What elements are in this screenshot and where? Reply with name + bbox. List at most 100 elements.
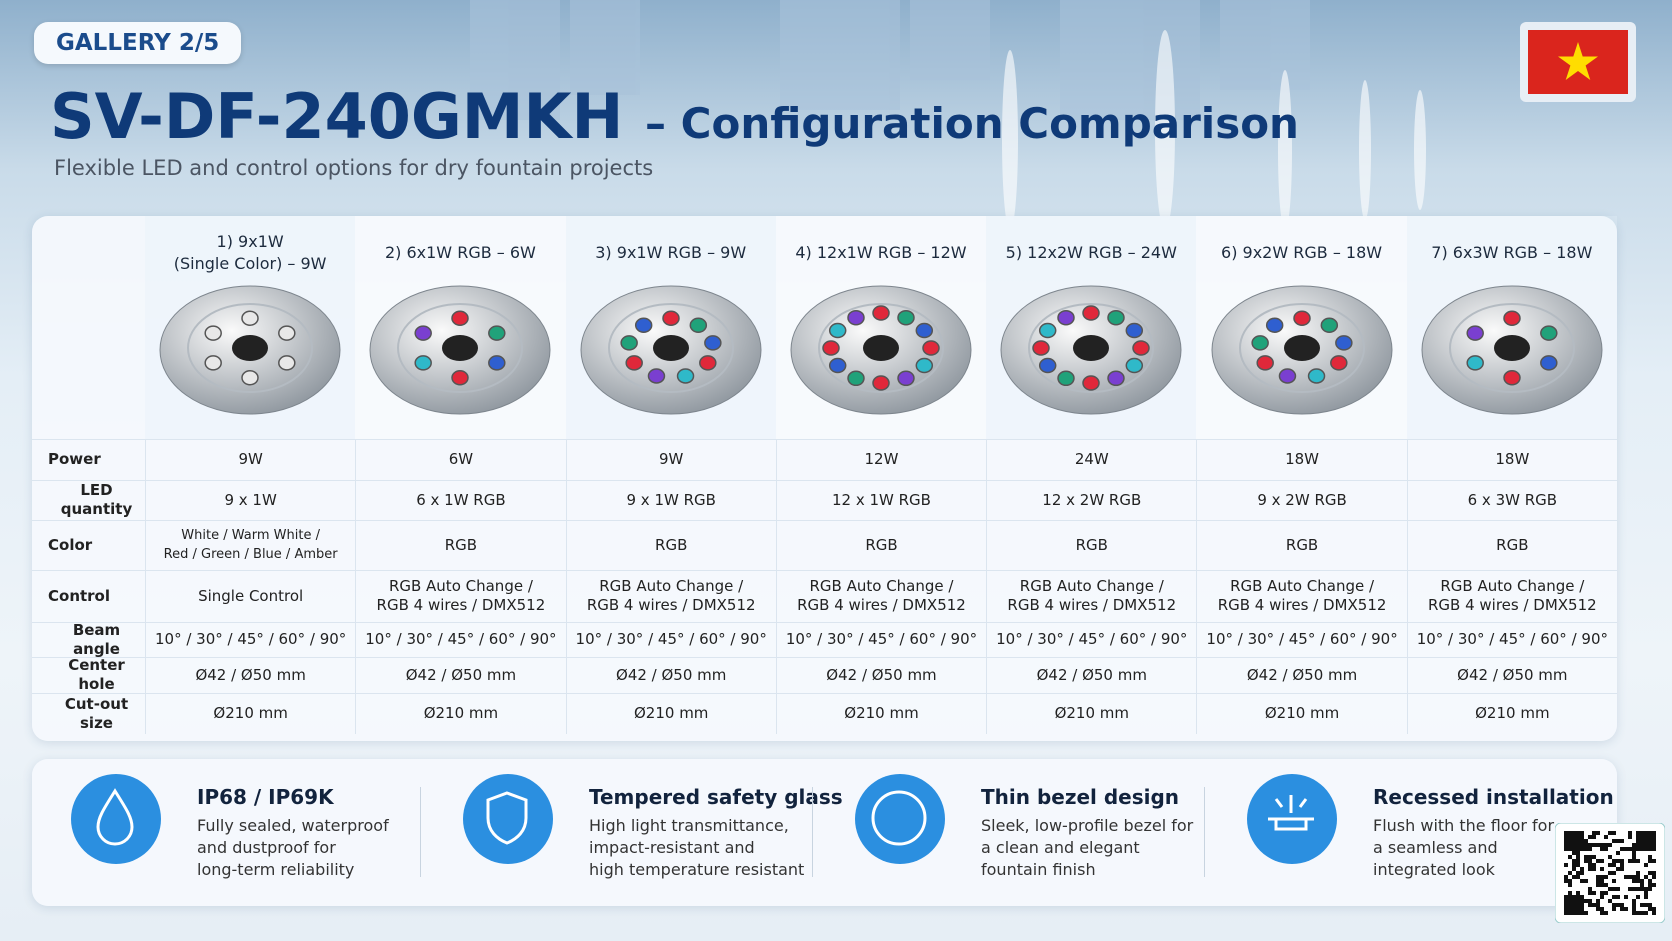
led bbox=[1132, 340, 1151, 356]
qr-module bbox=[1600, 859, 1604, 863]
qr-module bbox=[1596, 903, 1600, 907]
qr-module bbox=[1564, 843, 1568, 847]
feature-text: Flush with the floor for bbox=[1373, 816, 1555, 835]
qr-module bbox=[1636, 875, 1640, 879]
qr-module bbox=[1632, 855, 1636, 859]
qr-module bbox=[1644, 835, 1648, 839]
qr-module bbox=[1588, 863, 1592, 867]
qr-module bbox=[1576, 847, 1580, 851]
qr-module bbox=[1564, 911, 1568, 915]
qr-module bbox=[1648, 859, 1652, 863]
text-line: (Single Color) – 9W bbox=[173, 254, 327, 273]
qr-module bbox=[1648, 883, 1652, 887]
icon-glyph bbox=[486, 791, 528, 845]
feature-text: long-term reliability bbox=[197, 860, 355, 879]
qr-module bbox=[1612, 903, 1616, 907]
led bbox=[241, 310, 259, 326]
qr-module bbox=[1604, 883, 1608, 887]
led bbox=[204, 325, 223, 341]
qr-module bbox=[1580, 907, 1584, 911]
column-header: 4) 12x1W RGB – 12W bbox=[775, 216, 987, 439]
qr-module bbox=[1632, 875, 1636, 879]
led bbox=[451, 370, 470, 386]
column-header: 3) 9x1W RGB – 9W bbox=[565, 216, 776, 439]
qr-module bbox=[1644, 831, 1648, 835]
qr-module bbox=[1620, 859, 1624, 863]
text-line: RGB Auto Change / bbox=[388, 577, 533, 595]
qr-module bbox=[1652, 831, 1656, 835]
led bbox=[1329, 355, 1348, 371]
qr-module bbox=[1576, 835, 1580, 839]
table-cell: RGB Auto Change / RGB 4 wires / DMX512 bbox=[775, 570, 986, 622]
qr-module bbox=[1600, 907, 1604, 911]
table-cell: 10° / 30° / 45° / 60° / 90° bbox=[565, 622, 776, 657]
qr-module bbox=[1564, 831, 1568, 835]
table-cell: Ø42 / Ø50 mm bbox=[1406, 657, 1617, 693]
row-divider bbox=[32, 622, 1617, 623]
qr-module bbox=[1632, 859, 1636, 863]
title: SV-DF-240GMKH – Configuration Comparison bbox=[50, 80, 1299, 153]
qr-module bbox=[1612, 887, 1616, 891]
qr-module bbox=[1636, 871, 1640, 875]
qr-module bbox=[1572, 911, 1576, 915]
qr-module bbox=[1648, 871, 1652, 875]
qr-module bbox=[1568, 847, 1572, 851]
qr-module bbox=[1640, 839, 1644, 843]
qr-module bbox=[1588, 835, 1592, 839]
qr-module bbox=[1640, 835, 1644, 839]
qr-module bbox=[1584, 847, 1588, 851]
fixture-ring bbox=[1238, 303, 1365, 393]
led bbox=[1039, 322, 1057, 339]
qr-module bbox=[1568, 911, 1572, 915]
qr-module bbox=[1576, 899, 1580, 903]
led bbox=[661, 310, 680, 326]
qr-module bbox=[1576, 907, 1580, 911]
qr-module bbox=[1652, 843, 1656, 847]
table-cell: 12 x 2W RGB bbox=[986, 480, 1196, 520]
fixture-image bbox=[159, 285, 341, 415]
led bbox=[278, 355, 296, 371]
qr-module bbox=[1584, 859, 1588, 863]
qr-module bbox=[1608, 831, 1612, 835]
qr-code bbox=[1555, 823, 1665, 923]
qr-module bbox=[1588, 891, 1592, 895]
qr-module bbox=[1588, 903, 1592, 907]
table-cell: 18W bbox=[1196, 439, 1406, 480]
qr-module bbox=[1652, 835, 1656, 839]
row-divider bbox=[32, 657, 1617, 658]
led bbox=[241, 370, 259, 386]
table-cell: 9 x 2W RGB bbox=[1196, 480, 1406, 520]
qr-module bbox=[1568, 831, 1572, 835]
text-line: RGB 4 wires / DMX512 bbox=[586, 596, 756, 614]
fixture-image bbox=[790, 285, 972, 415]
table-cell: 9 x 1W bbox=[145, 480, 355, 520]
qr-module bbox=[1576, 851, 1580, 855]
qr-module bbox=[1568, 843, 1572, 847]
text-line: Red / Green / Blue / Amber bbox=[163, 547, 338, 562]
qr-module bbox=[1572, 875, 1576, 879]
qr-module bbox=[1564, 899, 1568, 903]
qr-module bbox=[1648, 831, 1652, 835]
qr-module bbox=[1580, 903, 1584, 907]
features-panel: IP68 / IP69K Fully sealed, waterproof and … bbox=[32, 759, 1617, 906]
table-cell: RGB Auto Change / RGB 4 wires / DMX512 bbox=[986, 570, 1196, 622]
qr-module bbox=[1608, 855, 1612, 859]
qr-module bbox=[1632, 887, 1636, 891]
qr-module bbox=[1584, 899, 1588, 903]
qr-module bbox=[1592, 843, 1596, 847]
table-cell: Ø42 / Ø50 mm bbox=[1196, 657, 1406, 693]
fixture-ring bbox=[607, 303, 734, 393]
feature-title: Tempered safety glass bbox=[589, 785, 843, 809]
led bbox=[1256, 355, 1274, 371]
qr-module bbox=[1628, 859, 1632, 863]
qr-module bbox=[1592, 831, 1596, 835]
led bbox=[897, 309, 915, 326]
qr-module bbox=[1576, 891, 1580, 895]
led bbox=[1057, 309, 1076, 326]
qr-module bbox=[1644, 863, 1648, 867]
feature-divider bbox=[1204, 787, 1205, 877]
table-cell: 6 x 3W RGB bbox=[1406, 480, 1617, 520]
table-cell: 10° / 30° / 45° / 60° / 90° bbox=[145, 622, 355, 657]
row-divider bbox=[32, 439, 1617, 440]
qr-module bbox=[1624, 895, 1628, 899]
